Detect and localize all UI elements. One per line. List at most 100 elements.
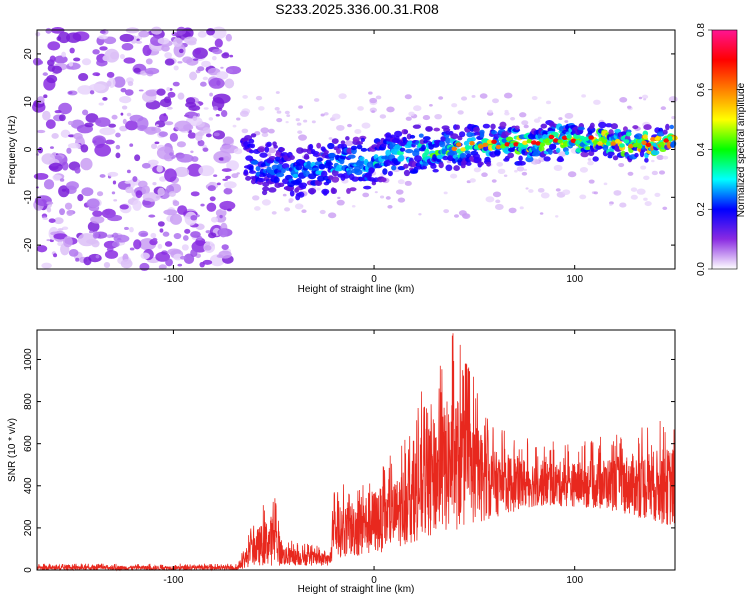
noise-blob — [523, 124, 529, 129]
signal-core — [654, 136, 661, 142]
noise-blob — [172, 81, 180, 87]
signal-blob — [651, 149, 660, 156]
signal-blob — [303, 153, 310, 160]
noise-blob — [375, 95, 382, 100]
chart-title: S233.2025.336.00.31.R08 — [275, 1, 439, 17]
noise-blob — [113, 234, 130, 243]
signal-core — [632, 143, 639, 148]
noise-blob — [173, 65, 179, 71]
noise-blob — [344, 140, 354, 147]
noise-blob — [471, 95, 476, 98]
noise-blob — [593, 191, 598, 195]
signal-blob — [540, 123, 548, 129]
y-tick-label: -10 — [23, 190, 34, 205]
noise-blob — [219, 214, 223, 219]
noise-blob — [172, 37, 183, 48]
noise-blob — [42, 72, 48, 76]
signal-blob — [455, 124, 460, 130]
noise-blob — [53, 233, 68, 240]
noise-blob — [215, 208, 227, 218]
noise-blob — [33, 173, 49, 180]
noise-blob — [579, 194, 587, 200]
noise-blob — [214, 38, 223, 48]
noise-blob — [121, 43, 134, 51]
noise-blob — [418, 213, 422, 216]
signal-core — [548, 134, 555, 140]
noise-blob — [328, 137, 333, 140]
noise-blob — [104, 250, 119, 259]
signal-blob — [389, 141, 396, 148]
noise-blob — [143, 126, 161, 134]
signal-blob — [403, 163, 409, 169]
noise-blob — [156, 165, 163, 173]
signal-blob — [323, 150, 329, 154]
noise-blob — [51, 65, 63, 74]
signal-blob — [463, 140, 470, 146]
noise-blob — [104, 48, 120, 63]
noise-blob — [78, 73, 89, 82]
noise-blob — [192, 58, 199, 61]
noise-blob — [320, 113, 325, 117]
signal-blob — [607, 151, 615, 157]
noise-blob — [195, 132, 203, 142]
noise-blob — [588, 179, 595, 184]
noise-blob — [154, 141, 160, 145]
signal-core — [605, 141, 612, 146]
signal-blob — [347, 154, 356, 159]
noise-blob — [211, 55, 217, 61]
noise-blob — [42, 217, 49, 221]
noise-blob — [122, 118, 127, 125]
noise-blob — [301, 209, 307, 214]
noise-blob — [166, 86, 171, 92]
signal-blob — [662, 129, 668, 135]
y-tick-label: 200 — [23, 519, 34, 536]
noise-blob — [164, 58, 175, 66]
noise-blob — [627, 105, 632, 109]
noise-blob — [124, 226, 129, 231]
noise-blob — [186, 163, 204, 177]
noise-blob — [155, 124, 159, 127]
noise-blob — [197, 66, 205, 72]
noise-blob — [155, 251, 171, 262]
noise-blob — [206, 202, 217, 212]
signal-blob — [598, 121, 607, 129]
noise-blob — [316, 187, 321, 191]
signal-blob — [320, 170, 328, 178]
noise-blob — [62, 236, 73, 248]
noise-blob — [221, 244, 229, 250]
noise-blob — [481, 172, 488, 178]
noise-blob — [95, 254, 100, 259]
signal-blob — [250, 133, 257, 138]
noise-blob — [504, 111, 510, 116]
signal-blob — [308, 143, 314, 150]
noise-blob — [82, 109, 89, 116]
noise-blob — [46, 239, 51, 242]
noise-blob — [662, 155, 669, 160]
noise-blob — [451, 103, 458, 108]
noise-blob — [119, 96, 132, 104]
noise-blob — [200, 203, 205, 207]
noise-blob — [215, 214, 227, 223]
signal-blob — [409, 134, 416, 139]
noise-blob — [104, 139, 115, 145]
spectrogram-y-label: Frequency (Hz) — [7, 116, 18, 185]
noise-blob — [609, 203, 613, 206]
noise-blob — [166, 106, 173, 110]
signal-blob — [391, 165, 397, 171]
noise-blob — [129, 226, 134, 233]
signal-blob — [525, 156, 534, 163]
signal-blob — [557, 156, 564, 162]
signal-blob — [419, 139, 426, 145]
noise-blob — [347, 123, 352, 128]
signal-core — [482, 142, 489, 147]
noise-blob — [182, 235, 189, 241]
noise-blob — [337, 196, 341, 200]
noise-blob — [80, 157, 93, 171]
noise-blob — [60, 129, 71, 138]
noise-blob — [397, 179, 405, 185]
signal-blob — [245, 175, 252, 181]
signal-blob — [564, 150, 570, 156]
noise-blob — [362, 192, 370, 198]
noise-blob — [298, 134, 308, 141]
signal-core — [658, 141, 665, 147]
